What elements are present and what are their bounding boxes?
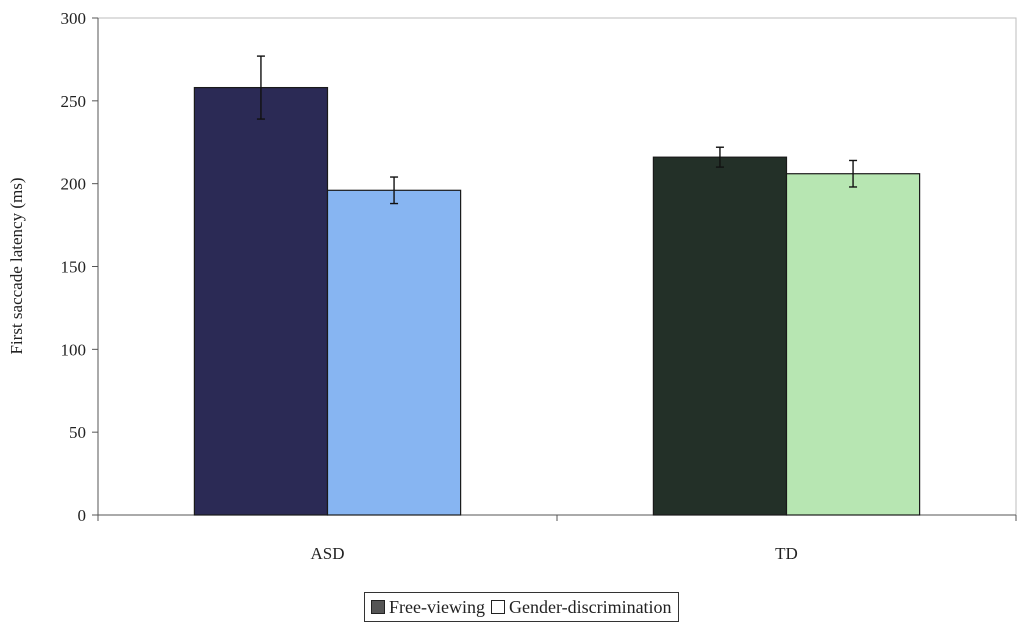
x-category-label: TD	[775, 544, 798, 563]
y-tick-label: 100	[61, 340, 87, 359]
y-axis-title: First saccade latency (ms)	[7, 177, 26, 354]
y-tick-label: 50	[69, 423, 86, 442]
y-tick-label: 150	[61, 258, 87, 277]
y-axis: 0 50 100 150 200 250 300	[61, 9, 99, 525]
y-tick-label: 200	[61, 175, 87, 194]
y-tick-label: 300	[61, 9, 87, 28]
x-axis: ASD TD	[97, 514, 1017, 563]
legend-label-free-viewing: Free-viewing	[389, 596, 485, 617]
bar-td-gender-discrimination	[785, 173, 921, 516]
legend-swatch-gender-discrimination	[490, 600, 505, 614]
bar-chart: 0 50 100 150 200 250 300 ASD TD First saccade l…	[7, 9, 1017, 563]
legend-swatch-free-viewing	[371, 600, 385, 614]
bar-asd-free-viewing	[193, 86, 329, 516]
bar-asd-gender-discrimination	[326, 189, 462, 516]
x-category-label: ASD	[310, 544, 344, 563]
y-tick-label: 250	[61, 92, 87, 111]
bar-td-free-viewing	[652, 156, 788, 516]
legend-label-gender-discrimination: Gender-discrimination	[508, 596, 672, 617]
legend-item-gender-discrimination: Gender-discrimination	[490, 596, 672, 618]
legend-item-free-viewing: Free-viewing	[371, 597, 485, 618]
bars-group	[193, 86, 921, 516]
y-tick-label: 0	[78, 506, 87, 525]
error-bars-group	[256, 55, 858, 205]
legend: Free-viewing Gender-discrimination	[364, 592, 679, 622]
